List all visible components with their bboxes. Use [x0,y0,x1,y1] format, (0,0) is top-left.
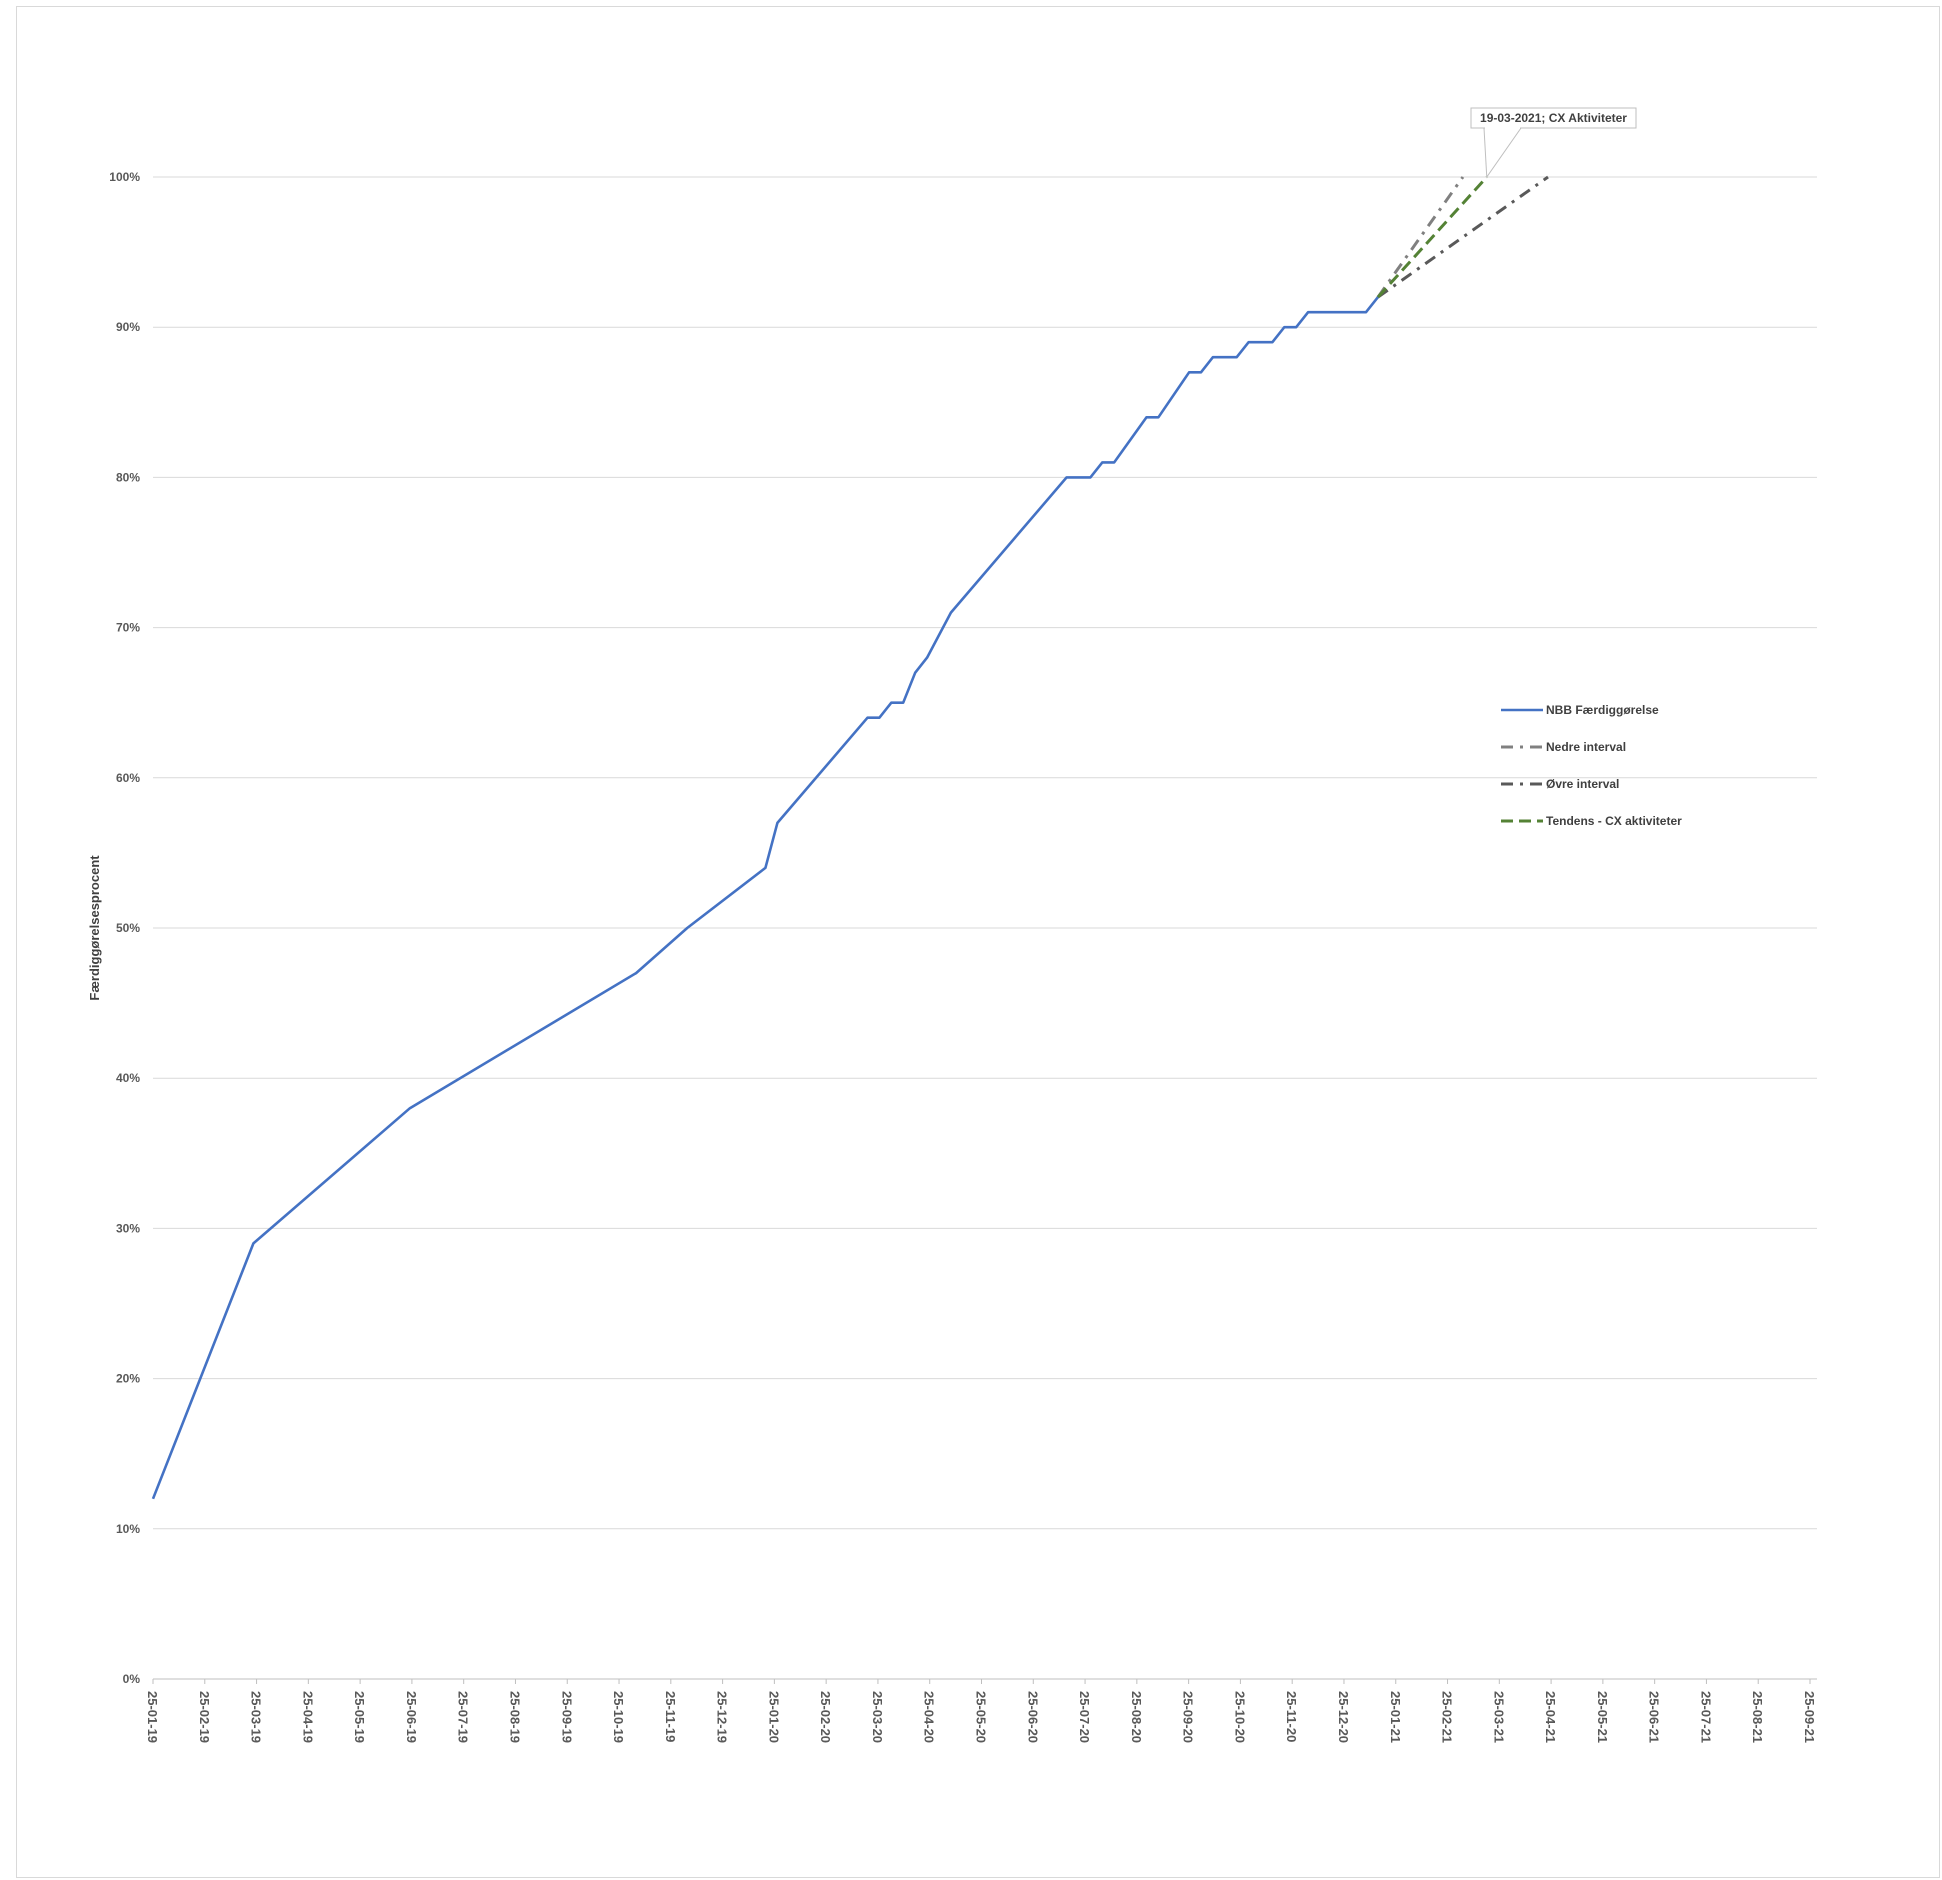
x-tick-label: 25-04-20 [922,1691,937,1743]
legend-label-2: Øvre interval [1546,777,1619,791]
annotation-text: 19-03-2021; CX Aktiviteter [1480,111,1627,125]
x-tick-label: 25-12-19 [715,1691,730,1743]
x-tick-label: 25-11-20 [1284,1691,1299,1742]
x-axis-ticks: 25-01-19 25-02-19 25-03-19 25-04-19 25-05-19… [145,1679,1817,1743]
y-axis-title: Færdiggørelsesprocent [87,855,102,1001]
series-line-3 [1376,175,1488,299]
x-tick-label: 25-12-20 [1336,1691,1351,1743]
x-tick-label: 25-04-21 [1543,1691,1558,1743]
y-tick-label: 50% [116,921,140,935]
x-tick-label: 25-02-20 [818,1691,833,1743]
y-tick-label: 0% [123,1672,141,1686]
gridlines [153,176,1817,1680]
x-tick-label: 25-03-20 [870,1691,885,1743]
x-tick-label: 25-10-20 [1232,1691,1247,1743]
x-tick-label: 25-07-19 [456,1691,471,1743]
y-tick-label: 70% [116,621,140,635]
x-tick-label: 25-06-21 [1647,1691,1662,1743]
chart-frame [16,6,1940,1878]
annotation-leader [1483,127,1522,179]
x-tick-label: 25-07-20 [1077,1691,1092,1743]
x-tick-label: 25-08-21 [1750,1691,1765,1743]
x-tick-label: 25-04-19 [300,1691,315,1743]
y-tick-label: 20% [116,1372,140,1386]
x-tick-label: 25-06-20 [1025,1691,1040,1743]
x-tick-label: 25-06-19 [404,1691,419,1743]
y-tick-label: 10% [116,1522,140,1536]
x-tick-label: 25-09-20 [1181,1691,1196,1743]
x-tick-label: 25-01-19 [145,1691,160,1743]
x-tick-label: 25-10-19 [611,1691,626,1743]
x-tick-label: 25-05-20 [974,1691,989,1743]
x-tick-label: 25-01-21 [1388,1691,1403,1743]
y-tick-label: 60% [116,771,140,785]
legend-label-0: NBB Færdiggørelse [1546,703,1659,717]
y-tick-label: 100% [109,170,140,184]
series-line-1 [1376,176,1465,299]
x-tick-label: 25-03-21 [1491,1691,1506,1743]
legend-label-3: Tendens - CX aktiviteter [1546,814,1682,828]
x-tick-label: 25-07-21 [1698,1691,1713,1743]
annotation-box [1470,107,1637,129]
x-tick-label: 25-05-19 [352,1691,367,1743]
series-line-0 [151,296,1379,1500]
y-axis-ticks: 0% 10% 20% 30% 40% 50% 60% 70% 80% 90% 100% [109,170,140,1686]
x-tick-label: 25-11-19 [663,1691,678,1742]
x-tick-label: 25-08-20 [1129,1691,1144,1743]
x-tick-label: 25-08-19 [507,1691,522,1743]
x-tick-label: 25-09-21 [1802,1691,1817,1743]
y-tick-label: 30% [116,1221,140,1235]
x-tick-label: 25-03-19 [249,1691,264,1743]
x-tick-label: 25-09-19 [559,1691,574,1743]
x-tick-label: 25-01-20 [766,1691,781,1743]
series-line-2 [1377,175,1549,299]
y-tick-label: 80% [116,470,140,484]
x-tick-label: 25-02-21 [1440,1691,1455,1743]
annotations: 19-03-2021; CX Aktiviteter [1470,107,1637,179]
y-tick-label: 90% [116,320,140,334]
x-tick-label: 25-02-19 [197,1691,212,1743]
y-tick-label: 40% [116,1071,140,1085]
x-tick-label: 25-05-21 [1595,1691,1610,1743]
legend-label-1: Nedre interval [1546,740,1626,754]
legend: NBB Færdiggørelse Nedre interval Øvre inte… [1501,703,1682,828]
series-lines [151,175,1549,1500]
